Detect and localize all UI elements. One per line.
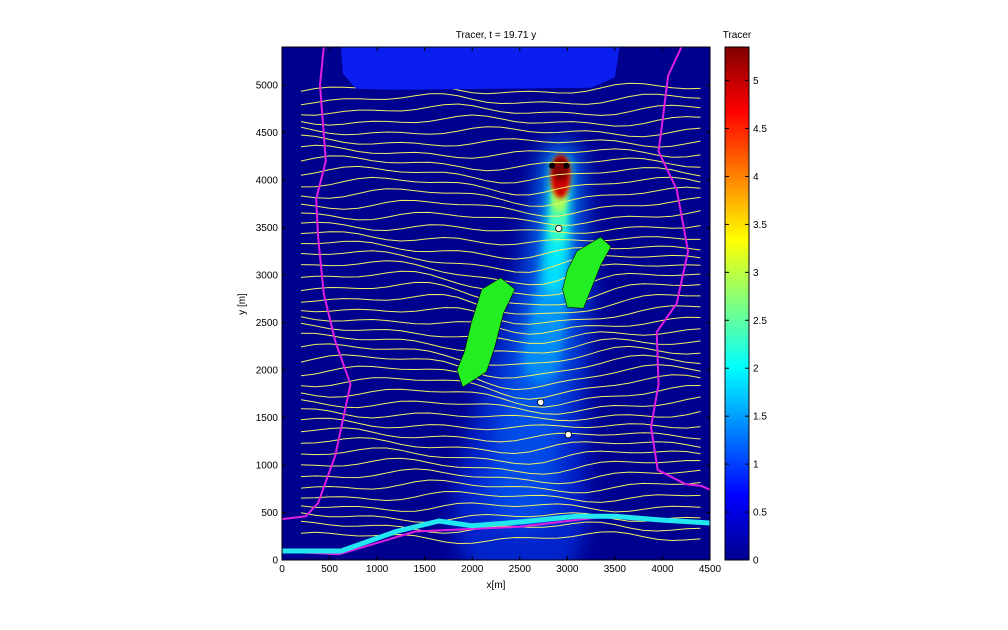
y-tick-label: 5000 <box>256 81 279 92</box>
x-axis-label: x[m] <box>487 580 506 591</box>
contour-line <box>300 447 701 465</box>
contour-line <box>300 457 701 475</box>
plume-cell <box>522 333 561 384</box>
contour-line <box>300 479 701 494</box>
y-tick-label: 1500 <box>256 413 279 424</box>
contour-line <box>300 165 701 184</box>
y-tick-label: 4500 <box>256 128 279 139</box>
x-tick-label: 3000 <box>556 564 579 575</box>
contour-line <box>300 417 701 431</box>
colorbar-tick-label: 0.5 <box>753 508 767 519</box>
colorbar-tick-label: 2 <box>753 364 759 375</box>
contour-line <box>300 186 701 207</box>
contour-line <box>300 322 701 344</box>
plume-cell <box>543 266 565 294</box>
contour-line <box>300 408 701 422</box>
contour-line <box>300 240 701 260</box>
x-axis: 0 500 1000 1500 2000 2500 3000 3500 4000 4500 <box>279 47 722 575</box>
colorbar: Tracer 0 0.5 1 1.5 2 2.5 3 3.5 4 4.5 5 <box>723 30 768 567</box>
colorbar-tick-label: 1 <box>753 460 759 471</box>
x-tick-label: 0 <box>279 564 285 575</box>
chart-title: Tracer, t = 19.71 y <box>456 30 537 41</box>
plot-area: 0 500 1000 1500 2000 2500 3000 3500 4000 4500 0 50… <box>256 46 722 575</box>
contour-line <box>300 343 701 366</box>
island <box>562 236 612 309</box>
y-tick-label: 500 <box>261 508 278 519</box>
colorbar-title: Tracer <box>723 30 752 41</box>
contour-line <box>300 520 701 534</box>
contour-line <box>300 531 701 545</box>
boundary-right <box>649 47 710 491</box>
map-features <box>282 47 710 556</box>
x-tick-label: 2000 <box>461 564 484 575</box>
contour-line <box>300 250 701 273</box>
colorbar-tick-label: 3 <box>753 268 759 279</box>
colorbar-tick-label: 4.5 <box>753 124 767 135</box>
contour-line <box>300 144 701 159</box>
contour-line <box>300 374 701 400</box>
contour-line <box>300 231 701 246</box>
contour-line <box>300 364 701 391</box>
x-tick-label: 4500 <box>699 564 722 575</box>
contour-line <box>300 103 701 116</box>
observation-point <box>564 430 572 439</box>
plume-cell <box>553 196 565 212</box>
colorbar-tick-label: 3.5 <box>753 220 767 231</box>
island <box>456 277 516 388</box>
contour-lines <box>300 82 701 545</box>
contour-line <box>300 512 701 523</box>
contour-line <box>300 354 701 379</box>
contour-line <box>300 176 701 196</box>
x-tick-label: 3500 <box>604 564 627 575</box>
contour-line <box>300 221 701 234</box>
contour-line <box>300 126 701 138</box>
contour-line <box>300 134 701 148</box>
colorbar-tick-label: 4 <box>753 172 759 183</box>
contour-line <box>300 468 701 485</box>
contour-line <box>300 210 701 226</box>
observation-point <box>555 224 563 233</box>
source-well-marker <box>549 162 556 169</box>
contour-line <box>300 93 701 106</box>
y-tick-label: 3500 <box>256 223 279 234</box>
contour-line <box>300 332 701 354</box>
contour-line <box>300 396 701 415</box>
plume-peak <box>552 157 569 182</box>
y-tick-label: 2000 <box>256 366 279 377</box>
contour-line <box>300 437 701 455</box>
lake <box>341 47 620 90</box>
y-tick-label: 4000 <box>256 176 279 187</box>
y-axis-label: y [m] <box>237 293 248 315</box>
contour-line <box>300 427 701 443</box>
x-tick-label: 1000 <box>366 564 389 575</box>
river <box>282 513 710 554</box>
contour-line <box>300 155 701 172</box>
x-tick-label: 4000 <box>651 564 674 575</box>
y-tick-label: 0 <box>272 556 278 567</box>
plot-frame <box>281 46 711 561</box>
boundary-left <box>282 47 352 521</box>
observation-point <box>537 398 545 406</box>
y-tick-label: 3000 <box>256 271 279 282</box>
contour-line <box>300 196 701 217</box>
colorbar-tick-label: 2.5 <box>753 316 767 327</box>
y-tick-label: 1000 <box>256 461 279 472</box>
x-tick-label: 500 <box>321 564 338 575</box>
colorbar-gradient <box>724 46 750 561</box>
source-well-marker <box>563 162 570 169</box>
colorbar-ticks: 0 0.5 1 1.5 2 2.5 3 3.5 4 4.5 5 <box>725 76 767 567</box>
colorbar-tick-label: 0 <box>753 556 759 567</box>
colorbar-tick-label: 5 <box>753 76 759 87</box>
x-tick-label: 2500 <box>509 564 532 575</box>
contour-line <box>300 114 701 127</box>
y-axis: 0 500 1000 1500 2000 2500 3000 3500 4000 4500 5000 <box>256 81 710 567</box>
contour-line <box>300 502 701 513</box>
contour-line <box>300 316 701 335</box>
y-tick-label: 2500 <box>256 318 279 329</box>
x-tick-label: 1500 <box>414 564 437 575</box>
contour-line <box>300 385 701 408</box>
contour-line <box>300 490 701 503</box>
colorbar-tick-label: 1.5 <box>753 412 767 423</box>
